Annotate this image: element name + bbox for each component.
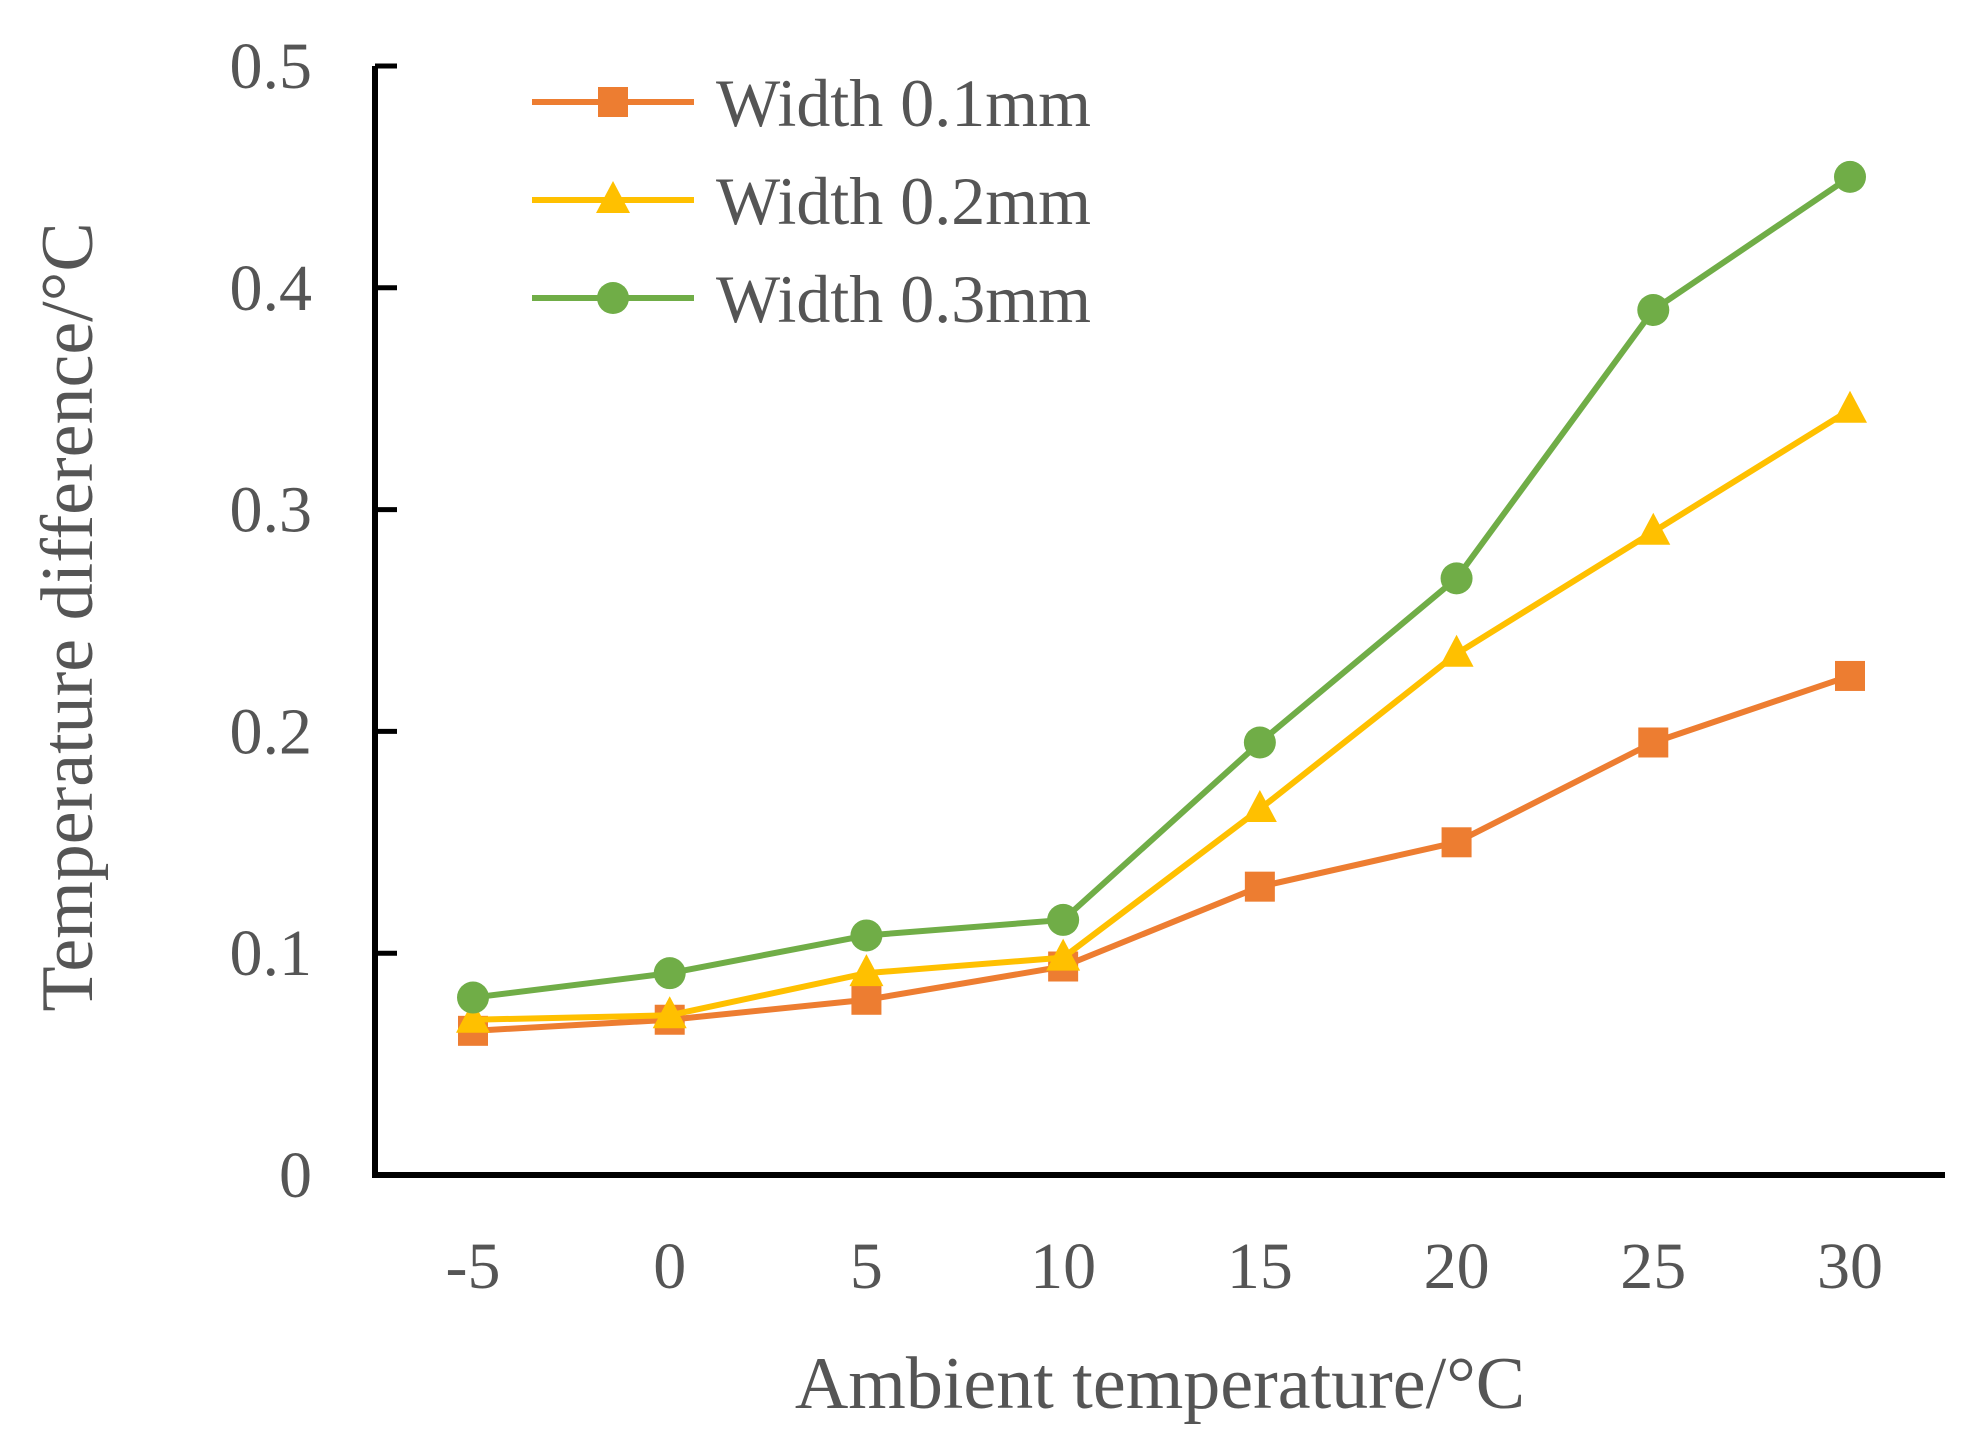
- data-point: [1440, 562, 1473, 595]
- legend-label: Width 0.3mm: [716, 261, 1091, 337]
- data-point: [652, 996, 687, 1029]
- x-tick-label: 25: [1620, 1230, 1686, 1303]
- y-tick-label: 0.4: [230, 252, 313, 325]
- y-tick-label: 0: [279, 1139, 312, 1212]
- x-tick-label: -5: [446, 1230, 501, 1303]
- series-line: [472, 174, 1852, 1001]
- data-point: [1441, 827, 1472, 858]
- legend: Width 0.1mm Width 0.2mm Width 0.3mm: [532, 65, 1091, 337]
- data-point: [1439, 634, 1474, 667]
- legend-label: Width 0.1mm: [716, 65, 1091, 141]
- data-point: [456, 1000, 490, 1033]
- data-point: [1834, 160, 1866, 193]
- y-tick-label: 0.1: [230, 917, 313, 990]
- y-tick-label: 0.3: [230, 474, 313, 547]
- series-layer: [456, 160, 1867, 1046]
- data-point: [1047, 903, 1080, 936]
- series-2: [456, 390, 1867, 1033]
- data-point: [653, 957, 686, 990]
- legend-item-2: Width 0.2mm: [532, 163, 1091, 239]
- y-tick-label: 0.5: [230, 30, 313, 103]
- x-tick-label: 30: [1817, 1230, 1883, 1303]
- y-tick-label: 0.2: [230, 695, 313, 768]
- legend-item-3: Width 0.3mm: [532, 261, 1091, 337]
- data-point: [457, 981, 489, 1014]
- data-point: [1046, 938, 1081, 971]
- series-3: [457, 160, 1866, 1014]
- data-point: [1637, 293, 1670, 326]
- data-point: [850, 919, 883, 952]
- data-point: [1243, 726, 1276, 759]
- x-tick-label: 5: [850, 1230, 883, 1303]
- data-point: [849, 954, 884, 987]
- x-tick-label: 15: [1227, 1230, 1293, 1303]
- data-point: [1835, 660, 1865, 691]
- legend-marker: [596, 181, 630, 213]
- legend-item-1: Width 0.1mm: [532, 65, 1091, 141]
- data-point: [1833, 390, 1867, 423]
- x-tick-label: 10: [1030, 1230, 1096, 1303]
- legend-marker: [597, 282, 629, 314]
- series-line: [472, 673, 1851, 1034]
- x-axis-title: Ambient temperature/°C: [795, 1343, 1525, 1425]
- axes: 0 0.1 0.2 0.3 0.4 0.5 -5 0 5 10 15 20 25 30: [230, 30, 1945, 1303]
- x-tick-label: 0: [653, 1230, 686, 1303]
- x-tick-label: 20: [1424, 1230, 1490, 1303]
- series-line: [472, 407, 1852, 1023]
- legend-label: Width 0.2mm: [716, 163, 1091, 239]
- y-axis-title: Temperature difference/°C: [27, 222, 109, 1011]
- legend-marker: [598, 87, 628, 117]
- data-point: [1244, 871, 1275, 902]
- data-point: [1636, 512, 1671, 545]
- data-point: [851, 984, 882, 1015]
- data-point: [1242, 790, 1277, 823]
- data-point: [1638, 727, 1669, 758]
